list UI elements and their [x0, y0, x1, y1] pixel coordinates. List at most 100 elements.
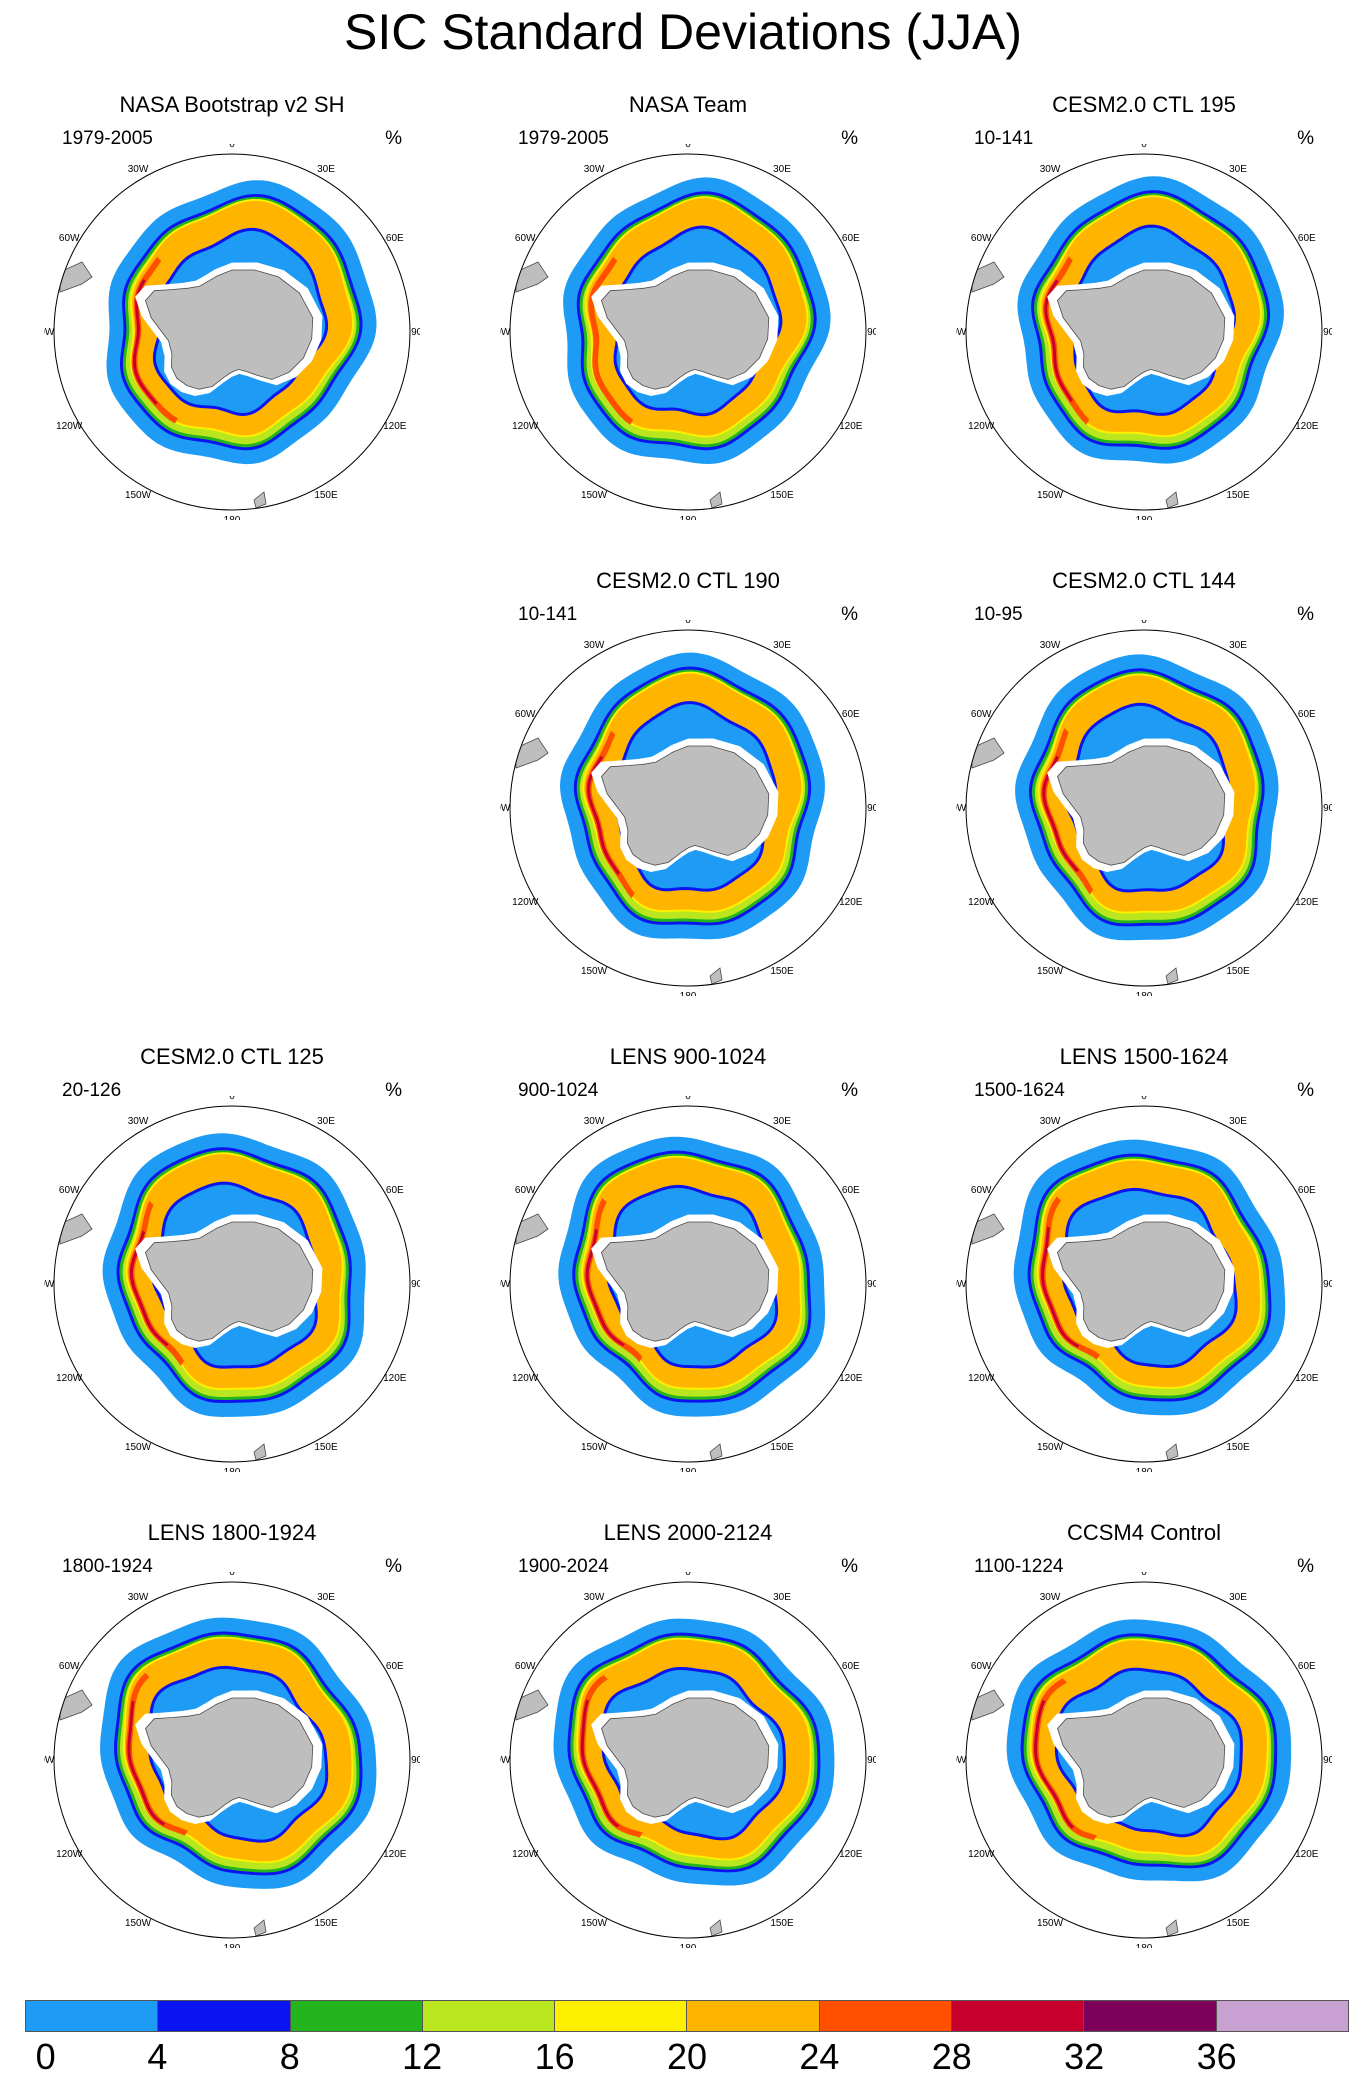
polar-map: 0 30E 60E 90E 120E 150E 180 150W 120W 90W 60W 30W: [956, 144, 1332, 520]
longitude-label: 30W: [584, 164, 605, 175]
new-zealand-tip: [253, 1443, 267, 1461]
south-america-tip: [971, 737, 1005, 769]
longitude-label: 150W: [581, 490, 608, 501]
longitude-label: 90W: [500, 1755, 511, 1766]
colorbar-tick-label: 28: [931, 2036, 972, 2077]
longitude-label: 0: [229, 144, 235, 150]
longitude-label: 90W: [44, 1279, 55, 1290]
longitude-label: 150E: [1226, 1918, 1250, 1929]
longitude-label: 150E: [770, 490, 794, 501]
panel-title: NASA Bootstrap v2 SH: [119, 92, 345, 117]
longitude-label: 60E: [842, 709, 860, 720]
map-boundary: [509, 1581, 867, 1939]
longitude-label: 60E: [842, 233, 860, 244]
longitude-label: 120W: [56, 1373, 83, 1384]
map-panel-lens-1500-1624: LENS 1500-1624 1500-1624 % 0 30E 60E 90E 120…: [934, 1044, 1354, 1474]
panel-unit: %: [385, 128, 402, 149]
map-boundary: [965, 153, 1323, 511]
colorbar-swatch: [1216, 2001, 1348, 2031]
longitude-label: 120E: [839, 421, 863, 432]
longitude-label: 30E: [773, 1592, 791, 1603]
south-america-tip: [59, 1213, 93, 1245]
longitude-label: 60E: [386, 1185, 404, 1196]
longitude-label: 60E: [842, 1661, 860, 1672]
longitude-label: 120E: [1295, 1849, 1319, 1860]
longitude-label: 150W: [125, 490, 152, 501]
antarctica-landmass: [145, 1221, 314, 1342]
longitude-label: 90W: [500, 803, 511, 814]
longitude-label: 30W: [1040, 640, 1061, 651]
longitude-label: 30E: [317, 164, 335, 175]
polar-map: 0 30E 60E 90E 120E 150E 180 150W 120W 90W 60W 30W: [500, 1572, 876, 1948]
longitude-label: 180: [1136, 515, 1153, 520]
longitude-label: 120W: [968, 1373, 995, 1384]
longitude-label: 120W: [56, 421, 83, 432]
map-canvas: 0 30E 60E 90E 120E 150E 180 150W 120W 90W 60W 30W: [956, 1096, 1332, 1472]
south-america-tip: [59, 1689, 93, 1721]
longitude-label: 60E: [1298, 709, 1316, 720]
panel-title: NASA Team: [628, 92, 748, 117]
longitude-label: 120E: [839, 897, 863, 908]
panel-title: CESM2.0 CTL 144: [1052, 568, 1236, 593]
longitude-label: 60W: [971, 1661, 992, 1672]
longitude-label: 90E: [1323, 327, 1332, 338]
longitude-label: 30E: [317, 1592, 335, 1603]
panel-unit: %: [841, 128, 858, 149]
map-boundary: [53, 1105, 411, 1463]
longitude-label: 90W: [44, 1755, 55, 1766]
antarctica-landmass: [145, 269, 314, 390]
south-america-tip: [971, 261, 1005, 293]
longitude-label: 90E: [411, 1755, 420, 1766]
longitude-label: 60E: [386, 233, 404, 244]
longitude-label: 60W: [59, 1661, 80, 1672]
longitude-label: 60W: [971, 233, 992, 244]
map-panel-cesm2-ctl-144: CESM2.0 CTL 144 10-95 % 0 30E 60E 90E 120E 15…: [934, 568, 1354, 998]
longitude-label: 60E: [1298, 1185, 1316, 1196]
colorbar-tick-label: 24: [799, 2036, 840, 2077]
longitude-label: 90W: [956, 1279, 967, 1290]
longitude-label: 150W: [1037, 966, 1064, 977]
longitude-label: 180: [680, 1467, 697, 1472]
sic-band-24-28: [131, 256, 178, 424]
sic-band-24-28: [584, 1197, 643, 1362]
sic-band-28-32: [1044, 279, 1073, 403]
panel-period: 10-141: [518, 604, 578, 625]
map-canvas: 0 30E 60E 90E 120E 150E 180 150W 120W 90W 60W 30W: [44, 144, 420, 520]
longitude-label: 30E: [1229, 1592, 1247, 1603]
longitude-label: 90E: [1323, 1279, 1332, 1290]
colorbar-tick-label: 16: [534, 2036, 575, 2077]
longitude-label: 120E: [1295, 897, 1319, 908]
map-boundary: [509, 153, 867, 511]
longitude-label: 60W: [515, 709, 536, 720]
longitude-label: 30E: [317, 1116, 335, 1127]
colorbar-swatch: [290, 2001, 423, 2031]
colorbar-tick-label: 20: [666, 2036, 708, 2077]
longitude-label: 120W: [968, 1849, 995, 1860]
colorbar-swatch: [819, 2001, 953, 2031]
longitude-label: 30W: [584, 1592, 605, 1603]
longitude-label: 0: [1141, 620, 1147, 626]
panel-title: CESM2.0 CTL 190: [596, 568, 780, 593]
longitude-label: 60E: [1298, 1661, 1316, 1672]
polar-map: 0 30E 60E 90E 120E 150E 180 150W 120W 90W 60W 30W: [956, 1572, 1332, 1948]
polar-map: 0 30E 60E 90E 120E 150E 180 150W 120W 90W 60W 30W: [44, 1096, 420, 1472]
longitude-label: 120W: [968, 421, 995, 432]
longitude-label: 30E: [1229, 640, 1247, 651]
map-canvas: 0 30E 60E 90E 120E 150E 180 150W 120W 90W 60W 30W: [956, 1572, 1332, 1948]
longitude-label: 150W: [581, 1442, 608, 1453]
map-panel-lens-2000-2124: LENS 2000-2124 1900-2024 % 0 30E 60E 90E 120…: [478, 1520, 898, 1950]
longitude-label: 120W: [968, 897, 995, 908]
map-boundary: [965, 1105, 1323, 1463]
panel-period: 900-1024: [518, 1080, 599, 1101]
south-america-tip: [515, 737, 549, 769]
colorbar-swatch: [422, 2001, 556, 2031]
sic-band-28-32: [133, 279, 158, 405]
new-zealand-tip: [709, 1443, 723, 1461]
longitude-label: 150E: [314, 1918, 338, 1929]
longitude-label: 60W: [59, 233, 80, 244]
map-canvas: 0 30E 60E 90E 120E 150E 180 150W 120W 90W 60W 30W: [500, 1572, 876, 1948]
longitude-label: 150W: [1037, 1918, 1064, 1929]
longitude-label: 150W: [125, 1918, 152, 1929]
panel-unit: %: [1297, 1556, 1314, 1577]
colorbar-swatch: [158, 2001, 291, 2031]
